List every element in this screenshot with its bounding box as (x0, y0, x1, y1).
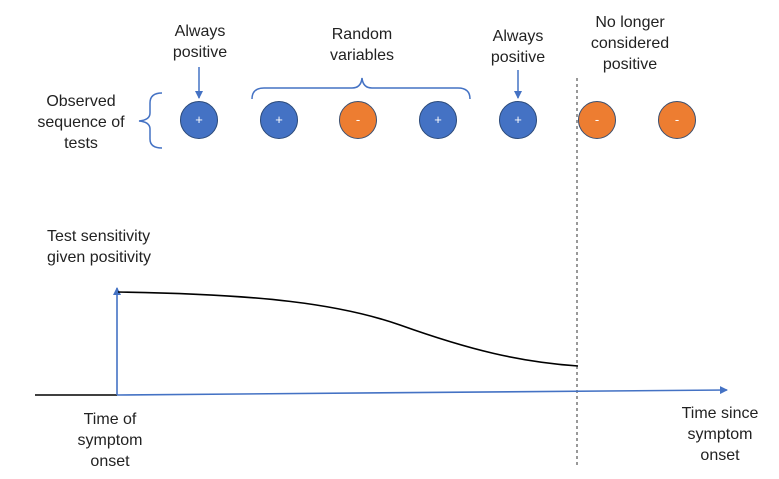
top-brace-icon (251, 77, 471, 100)
y-axis-label: Test sensitivity given positivity (47, 228, 152, 266)
test-circle-6: - (578, 101, 616, 139)
always-positive-label-2: Always positive (490, 28, 546, 66)
always-positive-label-1: Always positive (172, 23, 228, 61)
onset-label: Time of symptom onset (77, 411, 143, 470)
test-circle-4: + (419, 101, 457, 139)
test-circle-1: + (180, 101, 218, 139)
random-variables-label: Random variables (329, 26, 395, 64)
test-circle-7: - (658, 101, 696, 139)
sensitivity-curve (117, 291, 579, 367)
test-circle-3: - (339, 101, 377, 139)
observed-sequence-label: Observed sequence of tests (37, 93, 125, 152)
test-circle-5: + (499, 101, 537, 139)
test-circle-2: + (260, 101, 298, 139)
time-axis (116, 386, 728, 396)
x-axis-label: Time since symptom onset (681, 405, 759, 464)
no-longer-positive-label: No longer considered positive (590, 14, 670, 73)
left-brace-icon (138, 92, 163, 149)
